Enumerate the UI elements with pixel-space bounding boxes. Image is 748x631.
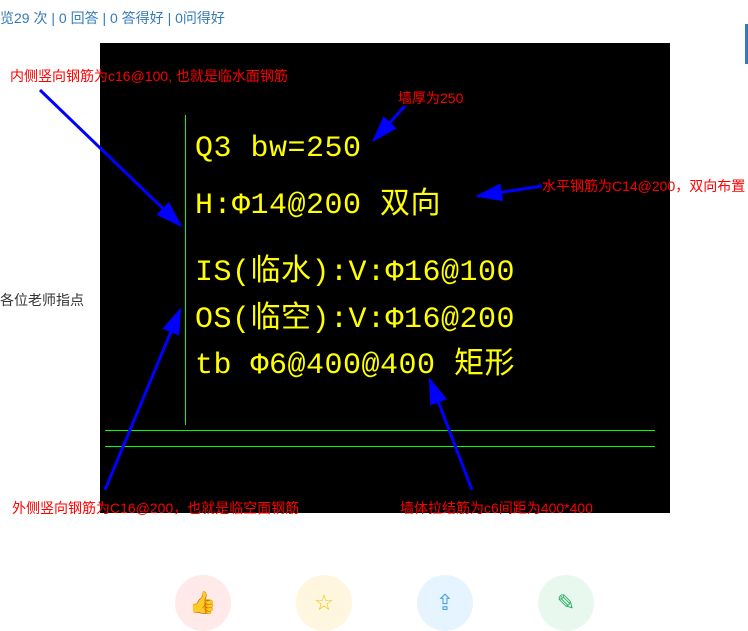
cad-text-line-4: tb Φ6@400@400 矩形: [195, 338, 515, 383]
anno-horiz-rebar: 水平钢筋为C14@200，双向布置: [542, 176, 745, 196]
anno-inner-vertical: 内侧竖向钢筋为c16@100, 也就是临水面钢筋: [10, 66, 288, 86]
stats-bar: 览29 次 | 0 回答 | 0 答得好 | 0问得好: [0, 8, 225, 28]
cad-text-line-3: OS(临空):V:Φ16@200: [195, 292, 515, 337]
cad-text-line-2: IS(临水):V:Φ16@100: [195, 245, 515, 290]
cad-text-line-1: H:Φ14@200 双向: [195, 178, 441, 223]
question-side-text: 各位老师指点: [0, 290, 110, 310]
sep: |: [47, 10, 58, 26]
anno-wall-thickness: 墙厚为250: [398, 88, 463, 108]
share-icon[interactable]: ⇪: [417, 575, 473, 631]
stat-good-questions[interactable]: 0问得好: [175, 10, 225, 26]
stat-good-answers[interactable]: 0 答得好: [110, 10, 164, 26]
thumb-up-icon[interactable]: 👍: [175, 575, 231, 631]
cad-horizontal-line-2: [105, 446, 655, 447]
stat-views: 览29 次: [0, 10, 47, 26]
cad-text-line-0: Q3 bw=250: [195, 132, 362, 166]
cad-vertical-line: [185, 115, 186, 425]
anno-tie-rebar: 墙体拉结筋为c6间距为400*400: [400, 498, 593, 518]
anno-outer-vertical: 外侧竖向钢筋为C16@200，也就是临空面钢筋: [12, 498, 299, 518]
action-icon-row: 👍 ☆ ⇪ ✎: [175, 547, 594, 603]
stat-answers[interactable]: 0 回答: [59, 10, 99, 26]
star-icon[interactable]: ☆: [296, 575, 352, 631]
sep: |: [99, 10, 110, 26]
cad-horizontal-line-1: [105, 430, 655, 431]
sep: |: [164, 10, 175, 26]
answer-icon[interactable]: ✎: [538, 575, 594, 631]
